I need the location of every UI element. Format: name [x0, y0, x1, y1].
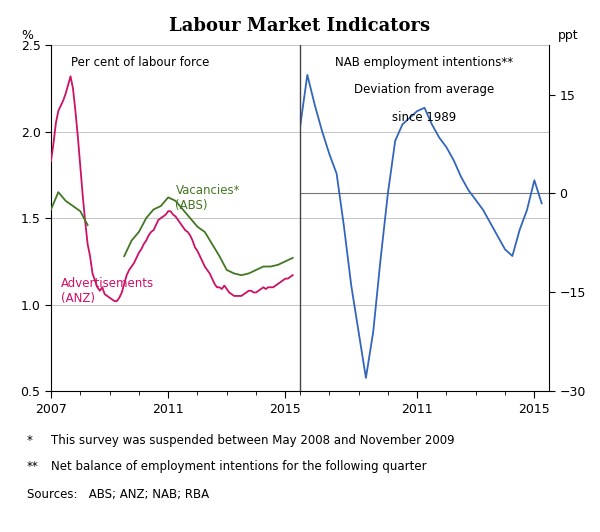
Text: *: * [27, 434, 33, 446]
Text: Labour Market Indicators: Labour Market Indicators [169, 17, 431, 35]
Text: NAB employment intentions**: NAB employment intentions** [335, 56, 514, 69]
Text: Sources:   ABS; ANZ; NAB; RBA: Sources: ABS; ANZ; NAB; RBA [27, 488, 209, 501]
Text: Per cent of labour force: Per cent of labour force [71, 56, 209, 69]
Text: Vacancies*
(ABS): Vacancies* (ABS) [176, 184, 240, 212]
Text: Deviation from average: Deviation from average [355, 83, 494, 96]
Text: ppt: ppt [558, 29, 579, 41]
Text: This survey was suspended between May 2008 and November 2009: This survey was suspended between May 20… [51, 434, 455, 446]
Text: since 1989: since 1989 [392, 111, 457, 124]
Text: Advertisements
(ANZ): Advertisements (ANZ) [61, 277, 154, 305]
Text: Net balance of employment intentions for the following quarter: Net balance of employment intentions for… [51, 460, 427, 473]
Text: **: ** [27, 460, 39, 473]
Text: %: % [21, 29, 33, 41]
